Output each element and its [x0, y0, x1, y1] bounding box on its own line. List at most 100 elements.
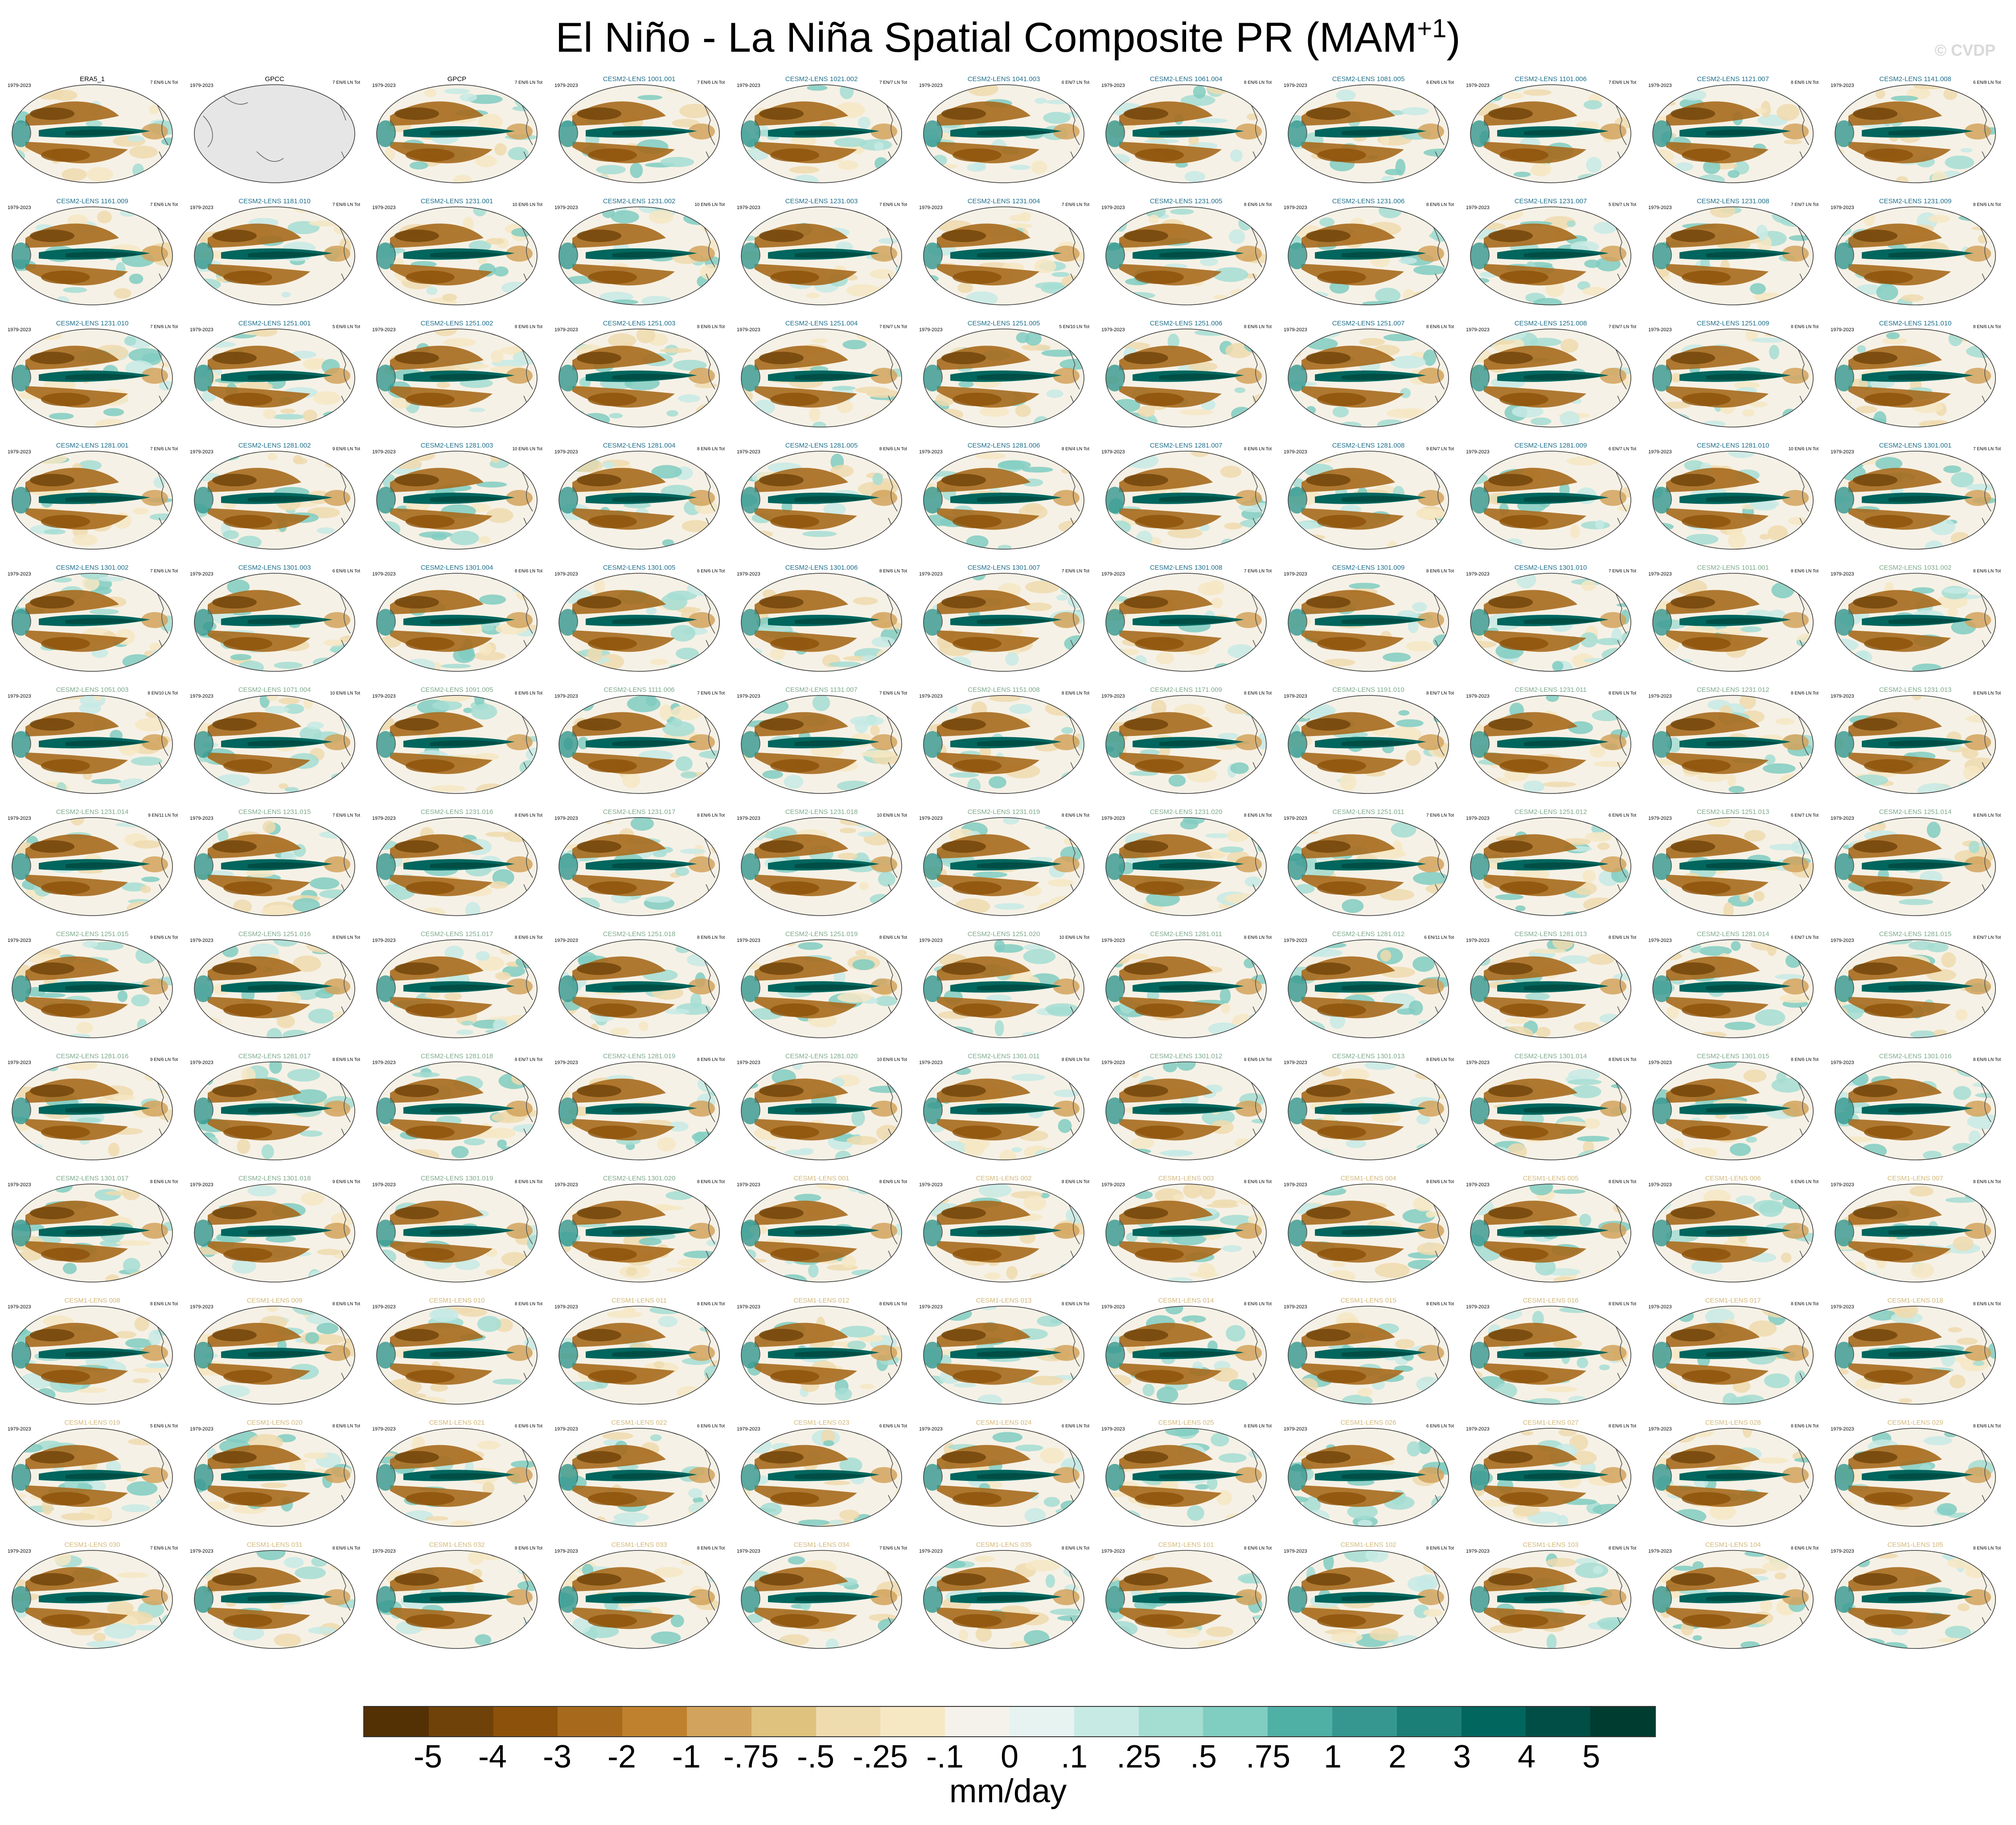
map-outline: [376, 1550, 538, 1649]
panel-period: 1979-2023: [1101, 327, 1125, 333]
panel-period: 1979-2023: [554, 1060, 578, 1065]
map-outline: [1835, 695, 1996, 794]
panel-stats: 8 EN/6 LN Tot: [1426, 1546, 1454, 1551]
panel-stats: 5 EN/6 LN Tot: [333, 325, 360, 329]
panel-stats: 8 EN/6 LN Tot: [697, 1180, 725, 1184]
map-panel: CESM1-LENS 007 1979-2023 8 EN/6 LN Tot: [1831, 1175, 2001, 1282]
panel-title: CESM2-LENS 1301.015: [1697, 1052, 1770, 1060]
map-panel: CESM2-LENS 1281.001 1979-2023 7 EN/6 LN To…: [8, 442, 178, 550]
panel-title: CESM2-LENS 1281.015: [1879, 930, 1952, 938]
panel-period: 1979-2023: [1831, 694, 1854, 699]
map-field: [924, 85, 1084, 183]
panel-stats: 6 EN/6 LN Tot: [1244, 1424, 1272, 1429]
panel-title: CESM1-LENS 028: [1705, 1419, 1761, 1426]
panel-period: 1979-2023: [1284, 571, 1307, 577]
map-panel: CESM1-LENS 026 1979-2023 6 EN/6 LN Tot: [1284, 1419, 1454, 1527]
panel-stats: 6 EN/6 LN Tot: [879, 1424, 907, 1429]
panel-title: CESM2-LENS 1281.009: [1515, 442, 1587, 449]
map-outline: [1105, 817, 1267, 916]
panel-stats: 8 EN/6 LN Tot: [879, 447, 907, 452]
panel-title: CESM2-LENS 1191.010: [1332, 686, 1404, 694]
panel-stats: 8 EN/6 LN Tot: [1973, 1180, 2001, 1184]
panel-stats: 8 EN/6 LN Tot: [697, 1546, 725, 1551]
map-field: [924, 1062, 1084, 1160]
panel-title: CESM2-LENS 1231.018: [785, 808, 858, 816]
panel-stats: 8 EN/7 LN Tot: [1973, 935, 2001, 940]
panel-title: CESM2-LENS 1301.014: [1515, 1052, 1587, 1060]
map-field: [741, 1550, 902, 1648]
panel-title: CESM2-LENS 1151.008: [968, 686, 1039, 694]
panel-stats: 8 EN/6 LN Tot: [879, 935, 907, 940]
panel-title: CESM2-LENS 1281.005: [785, 442, 858, 449]
map-field: [1835, 695, 1995, 793]
map-outline: [1288, 1061, 1449, 1160]
panel-stats: 8 EN/6 LN Tot: [333, 1302, 360, 1307]
map-field: [741, 85, 902, 183]
panel-title: CESM1-LENS 105: [1887, 1541, 1943, 1549]
map-panel: CESM2-LENS 1301.017 1979-2023 8 EN/6 LN To…: [8, 1175, 178, 1282]
map-outline: [12, 695, 173, 794]
map-outline: [741, 1428, 902, 1527]
map-field: [377, 695, 537, 793]
map-field: [377, 1428, 537, 1526]
panel-title: CESM2-LENS 1071.004: [238, 686, 311, 694]
map-outline: [12, 206, 173, 305]
map-outline: [1835, 451, 1996, 550]
panel-title: CESM1-LENS 101: [1158, 1541, 1214, 1549]
panel-stats: 5 EN/10 LN Tot: [1059, 325, 1089, 329]
map-panel: CESM2-LENS 1301.003 1979-2023 6 EN/6 LN To…: [190, 564, 360, 672]
panel-period: 1979-2023: [190, 449, 214, 455]
map-outline: [12, 573, 173, 672]
panel-stats: 8 EN/6 LN Tot: [1973, 813, 2001, 818]
panel-stats: 10 EN/6 LN Tot: [877, 1057, 907, 1062]
map-outline: [1652, 1061, 1814, 1160]
panel-stats: 10 EN/6 LN Tot: [694, 202, 725, 207]
panel-period: 1979-2023: [737, 1549, 760, 1554]
map-outline: [194, 451, 355, 550]
panel-title: CESM2-LENS 1231.012: [1697, 686, 1770, 694]
map-field: [559, 329, 719, 427]
panel-title: CESM2-LENS 1021.002: [785, 75, 858, 83]
panel-period: 1979-2023: [737, 83, 760, 88]
map-outline: [923, 329, 1084, 427]
map-field: [559, 207, 719, 305]
panel-title: CESM2-LENS 1251.019: [785, 930, 858, 938]
map-field: [1106, 818, 1266, 916]
panel-title: CESM1-LENS 012: [793, 1297, 849, 1304]
panel-stats: 10 EN/8 LN Tot: [877, 813, 907, 818]
panel-stats: 8 EN/6 LN Tot: [879, 1302, 907, 1307]
panel-stats: 7 EN/6 LN Tot: [333, 202, 360, 207]
colorbar-tick-label: 2: [1388, 1739, 1407, 1775]
map-outline: [194, 329, 355, 427]
panel-title: CESM2-LENS 1281.014: [1697, 930, 1770, 938]
panel-title: CESM2-LENS 1281.008: [1332, 442, 1405, 449]
colorbar-swatch: [1332, 1707, 1397, 1736]
map-field: [559, 1184, 719, 1282]
panel-period: 1979-2023: [919, 449, 943, 455]
map-field: [559, 85, 719, 183]
panel-period: 1979-2023: [919, 327, 943, 333]
panel-stats: 8 EN/6 LN Tot: [1426, 1302, 1454, 1307]
map-outline: [1105, 329, 1267, 427]
map-field: [194, 1550, 355, 1648]
panel-title: CESM2-LENS 1281.007: [1150, 442, 1223, 449]
panel-period: 1979-2023: [919, 1549, 943, 1554]
panel-title: CESM2-LENS 1251.018: [603, 930, 676, 938]
map-field: [924, 1428, 1084, 1526]
map-outline: [923, 817, 1084, 916]
panel-period: 1979-2023: [554, 1426, 578, 1432]
panel-title: CESM2-LENS 1301.018: [238, 1175, 311, 1182]
panel-stats: 7 EN/6 LN Tot: [1426, 813, 1454, 818]
map-field: [194, 818, 355, 916]
colorbar-tick-label: 0: [1000, 1739, 1019, 1775]
map-field: [1288, 329, 1449, 427]
map-panel: CESM1-LENS 012 1979-2023 8 EN/6 LN Tot: [737, 1297, 907, 1405]
map-outline: [923, 695, 1084, 794]
panel-period: 1979-2023: [372, 1549, 396, 1554]
map-outline: [194, 206, 355, 305]
map-panel: CESM2-LENS 1281.003 1979-2023 10 EN/6 LN T…: [372, 442, 542, 550]
map-field: [559, 1062, 719, 1160]
map-outline: [376, 817, 538, 916]
panel-stats: 7 EN/6 LN Tot: [150, 569, 178, 574]
panel-title: CESM2-LENS 1301.009: [1332, 564, 1405, 571]
